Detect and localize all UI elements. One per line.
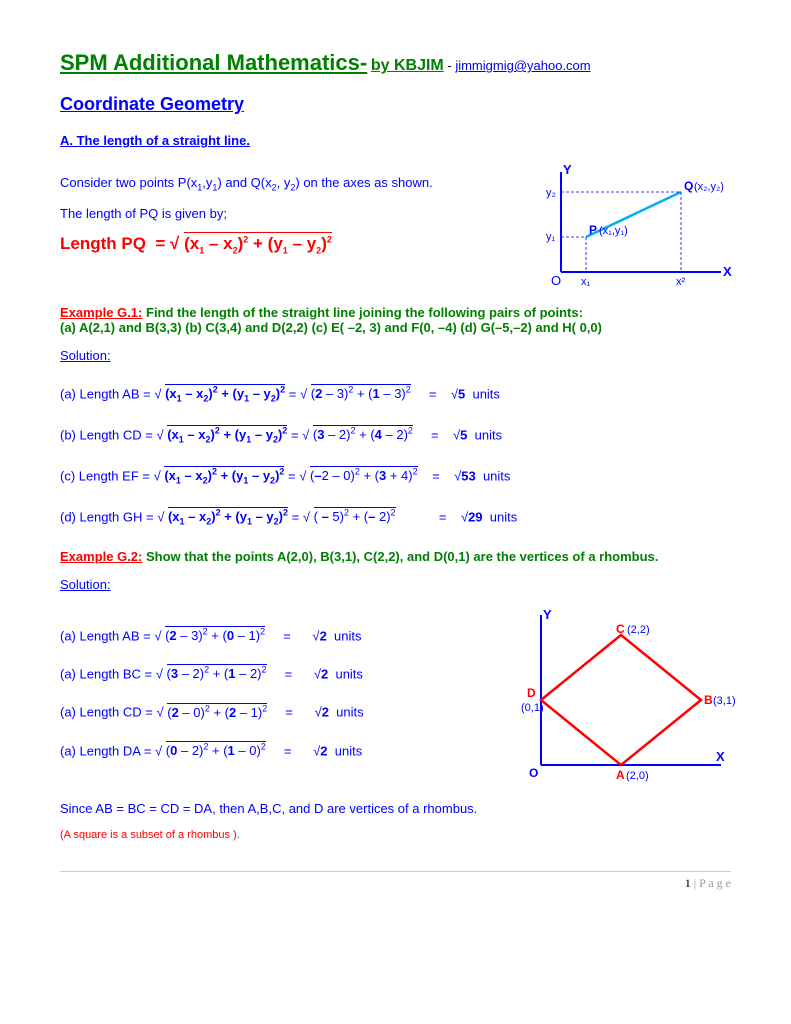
svg-text:(3,1): (3,1): [713, 695, 736, 707]
example-1: Example G.1: Find the length of the stra…: [60, 305, 731, 335]
page-footer: 1 | P a g e: [60, 871, 731, 891]
email-link[interactable]: jimmigmig@yahoo.com: [455, 58, 590, 73]
graph-1: Y X O y₂ y₁ x₁ x² Q (x₂,y₂) P (x₁,y₁): [541, 162, 731, 295]
svg-text:x²: x²: [676, 276, 686, 288]
solution-row-b: (b) Length CD = √ (x1 – x2)2 + (y1 – y2)…: [60, 426, 731, 445]
solution2-row-a: (a) Length AB = √ (2 – 3)2 + (0 – 1)2 = …: [60, 627, 501, 643]
solution-label-2: Solution:: [60, 577, 731, 592]
svg-text:B: B: [704, 693, 713, 707]
graph-2: Y X O C (2,2) B (3,1) D (0,1) A (2,0): [521, 605, 731, 788]
svg-text:D: D: [527, 686, 536, 700]
solution-row-a: (a) Length AB = √ (x1 – x2)2 + (y1 – y2)…: [60, 385, 731, 404]
sub-heading-a: A. The length of a straight line.: [60, 133, 731, 148]
section-heading: Coordinate Geometry: [60, 94, 731, 115]
svg-text:O: O: [529, 766, 538, 780]
solution2-row-d: (a) Length DA = √ (0 – 2)2 + (1 – 0)2 = …: [60, 742, 501, 758]
svg-text:Q: Q: [684, 179, 693, 193]
svg-text:Y: Y: [563, 162, 572, 177]
svg-text:P: P: [589, 223, 597, 237]
svg-text:Y: Y: [543, 607, 552, 622]
svg-text:C: C: [616, 622, 625, 636]
title-main: SPM Additional Mathematics-: [60, 50, 367, 75]
svg-text:(x₂,y₂): (x₂,y₂): [694, 181, 724, 193]
solution2-row-b: (a) Length BC = √ (3 – 2)2 + (1 – 2)2 = …: [60, 665, 501, 681]
svg-text:(x₁,y₁): (x₁,y₁): [599, 225, 628, 237]
svg-text:O: O: [551, 273, 561, 288]
length-formula: Length PQ = √ (x1 – x2)2 + (y1 – y2)2: [60, 234, 531, 255]
page-title: SPM Additional Mathematics- by KBJIM - j…: [60, 50, 731, 76]
svg-text:(2,0): (2,0): [626, 770, 649, 782]
solution-label-1: Solution:: [60, 348, 731, 363]
intro-line-1: Consider two points P(x1,y1) and Q(x2, y…: [60, 175, 531, 193]
svg-text:X: X: [723, 264, 732, 279]
title-by: by KBJIM: [371, 57, 444, 74]
solution-row-c: (c) Length EF = √ (x1 – x2)2 + (y1 – y2)…: [60, 467, 731, 486]
svg-text:A: A: [616, 768, 625, 782]
conclusion: Since AB = BC = CD = DA, then A,B,C, and…: [60, 801, 731, 816]
note: (A square is a subset of a rhombus ).: [60, 829, 731, 841]
solution2-row-c: (a) Length CD = √ (2 – 0)2 + (2 – 1)2 = …: [60, 703, 501, 719]
svg-text:y₂: y₂: [546, 187, 556, 199]
svg-text:X: X: [716, 749, 725, 764]
intro-line-2: The length of PQ is given by;: [60, 206, 531, 221]
svg-text:x₁: x₁: [581, 276, 591, 288]
example-2: Example G.2: Show that the points A(2,0)…: [60, 549, 731, 564]
svg-text:y₁: y₁: [546, 231, 556, 243]
svg-text:(2,2): (2,2): [627, 624, 650, 636]
svg-text:(0,1): (0,1): [521, 702, 544, 714]
solution-row-d: (d) Length GH = √ (x1 – x2)2 + (y1 – y2)…: [60, 508, 731, 527]
